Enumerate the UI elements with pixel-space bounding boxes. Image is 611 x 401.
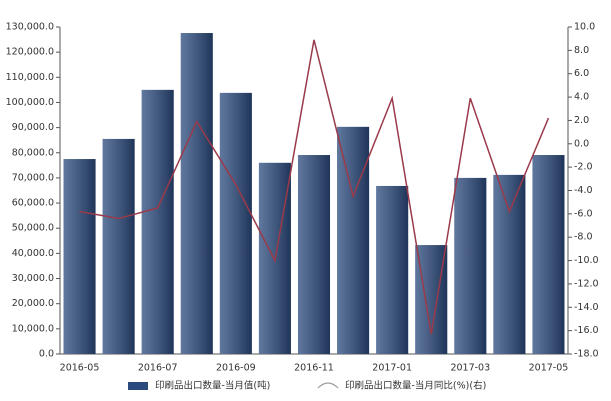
y2-tick-label: 0.0 <box>574 138 589 149</box>
y-tick-label: 130,000.0 <box>6 22 54 33</box>
y-tick-label: 30,000.0 <box>12 273 54 284</box>
bar-shade <box>337 126 370 354</box>
x-tick-label: 2017-03 <box>450 363 490 374</box>
x-tick-label: 2017-05 <box>529 363 569 374</box>
y2-tick-label: -2.0 <box>574 162 593 173</box>
bar-shade <box>415 245 448 354</box>
y2-tick-label: 6.0 <box>574 68 589 79</box>
y2-tick-label: -6.0 <box>574 208 593 219</box>
line <box>79 39 550 335</box>
bar-shade <box>141 89 174 354</box>
bar-shade <box>376 185 409 354</box>
y-tick-label: 10,000.0 <box>12 323 54 334</box>
y2-tick-label: 2.0 <box>574 115 589 126</box>
bar-shade <box>454 177 487 354</box>
bar-shade <box>493 174 526 354</box>
y-tick-label: 90,000.0 <box>12 122 54 133</box>
bar-shade <box>63 159 96 354</box>
y2-tick-label: 4.0 <box>574 92 589 103</box>
y2-tick-label: 10.0 <box>574 22 595 33</box>
x-tick-label: 2016-09 <box>216 363 256 374</box>
y-tick-label: 80,000.0 <box>12 147 54 158</box>
y2-tick-label: -4.0 <box>574 185 593 196</box>
y2-tick-label: -12.0 <box>574 278 599 289</box>
y-tick-label: 100,000.0 <box>6 97 54 108</box>
legend-label: 印刷品出口数量-当月同比(%)(右) <box>345 380 486 392</box>
y-tick-label: 70,000.0 <box>12 172 54 183</box>
legend-swatch <box>128 382 148 390</box>
x-tick-label: 2016-05 <box>60 363 100 374</box>
bar-shade <box>102 138 135 354</box>
bar-shade <box>219 92 252 354</box>
x-tick-label: 2016-07 <box>138 363 178 374</box>
y-tick-label: 0.0 <box>39 349 54 360</box>
y-tick-label: 40,000.0 <box>12 248 54 259</box>
x-tick-label: 2017-01 <box>372 363 412 374</box>
bar-shade <box>532 155 565 354</box>
y-tick-label: 110,000.0 <box>6 72 54 83</box>
y2-tick-label: -16.0 <box>574 325 599 336</box>
y-tick-label: 50,000.0 <box>12 223 54 234</box>
legend-label: 印刷品出口数量-当月值(吨) <box>155 380 270 392</box>
y2-tick-label: -8.0 <box>574 232 593 243</box>
y2-tick-label: -10.0 <box>574 255 599 266</box>
y2-tick-label: -18.0 <box>574 349 599 360</box>
y-tick-label: 120,000.0 <box>6 47 54 58</box>
legend-swatch <box>317 382 339 389</box>
y-tick-label: 60,000.0 <box>12 198 54 209</box>
y2-tick-label: -14.0 <box>574 302 599 313</box>
y2-tick-label: 8.0 <box>574 45 589 56</box>
y-tick-label: 20,000.0 <box>12 298 54 309</box>
bar-shade <box>180 33 213 354</box>
x-tick-label: 2016-11 <box>294 363 334 374</box>
bar-shade <box>297 155 331 354</box>
